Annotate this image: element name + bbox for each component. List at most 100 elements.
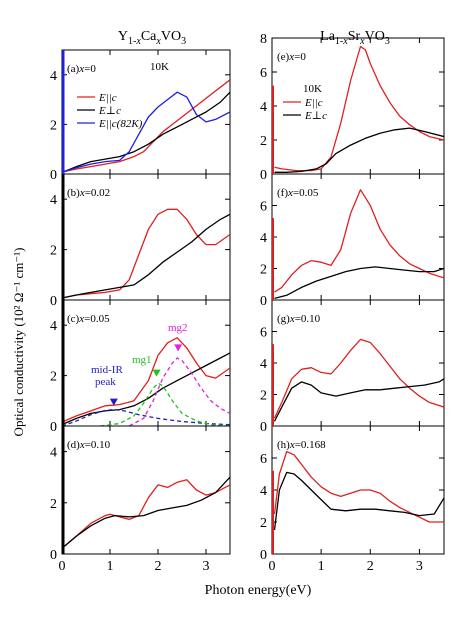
panel-label-value: =0.10	[295, 313, 321, 325]
y-tick-label: 4	[50, 319, 57, 334]
y-tick-label: 4	[50, 193, 57, 208]
series-line-1	[63, 476, 230, 547]
panel-label-value: =0	[84, 63, 96, 75]
panel-label-letter: (c)	[67, 313, 80, 325]
y-tick-label: 2	[260, 263, 267, 278]
panel-label: (b)x=0.02	[67, 187, 110, 199]
panel-label-value: =0	[294, 51, 306, 63]
y-tick-label: 4	[50, 69, 57, 84]
peak-marker-1	[152, 369, 161, 377]
series-line-1	[273, 378, 444, 422]
column-title-right: La1-xSrxVO3	[320, 29, 390, 47]
y-tick-label: 0	[50, 420, 57, 435]
annotation-mg2: mg2	[168, 322, 188, 334]
edge-bar-h	[272, 470, 274, 554]
edge-bar-e	[272, 85, 274, 174]
x-tick-label: 2	[155, 559, 162, 574]
temperature-label-a: 10K	[150, 61, 169, 73]
panel-label: (h)x=0.168	[277, 439, 326, 451]
series-group	[64, 79, 230, 173]
x-axis-label: Photon energy(eV)	[205, 583, 312, 598]
y-axis-label: Optical conductivity (10² Ω⁻¹ cm⁻¹)	[11, 248, 26, 437]
peak-marker-0	[109, 398, 118, 406]
y-tick-label: 0	[50, 294, 57, 309]
legend-e-parallel-text: E||c	[304, 97, 323, 109]
legend-a-82k-text: E||c(82K)	[98, 118, 143, 130]
series-line-0	[274, 189, 444, 293]
y-tick-label: 8	[260, 32, 267, 47]
series-line-1	[64, 213, 230, 299]
panel-h: 0 2 4 6 0 1 2 3 (h)x=0.168	[260, 425, 445, 574]
legend-e-perp-text: E⊥c	[304, 110, 327, 122]
x-tick-label: 3	[416, 559, 423, 574]
y-tick-label: 0	[260, 420, 267, 435]
panel-label-value: =0.168	[295, 439, 326, 451]
panel-label-letter: (f)	[277, 187, 288, 199]
panel-label-x: x	[79, 439, 85, 451]
edge-bar-d	[62, 426, 65, 554]
y-tick-label: 6	[260, 200, 267, 215]
panel-b: 0 2 4 (b)x=0.02	[50, 173, 231, 309]
y-tick-label: 2	[260, 516, 267, 531]
panel-label-x: x	[289, 439, 295, 451]
series-line-1	[64, 352, 230, 425]
y-tick-label: 2	[50, 118, 57, 133]
series-line-0	[273, 338, 444, 419]
x-tick-label: 3	[203, 559, 210, 574]
panel-d: 0 2 4 0 1 2 3 (d)x=0.10	[50, 425, 231, 574]
series-line-0	[274, 45, 444, 172]
y-tick-label: 6	[260, 66, 267, 81]
y-tick-label: 4	[50, 446, 57, 461]
panel-g: 0 2 4 6 (g)x=0.10	[260, 299, 445, 435]
series-group	[62, 337, 230, 426]
column-title-left: Y1-xCaxVO3	[118, 29, 186, 47]
y-tick-label: 0	[260, 548, 267, 563]
panel-label: (f)x=0.05	[277, 187, 319, 199]
edge-bar-g	[272, 344, 274, 426]
panel-label-value: =0.05	[293, 187, 319, 199]
panel-c: 0 2 4 (c)x=0.05	[50, 299, 231, 435]
panel-label-x: x	[288, 51, 294, 63]
y-tick-label: 0	[260, 168, 267, 183]
x-tick-label: 0	[269, 559, 276, 574]
series-line-1	[274, 266, 444, 300]
panel-label-x: x	[78, 313, 84, 325]
series-line-0	[64, 79, 230, 173]
panel-label-value: =0.02	[85, 187, 110, 199]
y-tick-label: 6	[260, 452, 267, 467]
series-group	[273, 450, 444, 531]
series-line-0	[63, 479, 230, 547]
panel-label-letter: (h)	[277, 439, 290, 451]
series-line-0	[64, 208, 230, 299]
x-tick-label: 2	[367, 559, 374, 574]
y-tick-label: 4	[260, 100, 267, 115]
y-tick-label: 0	[50, 548, 57, 563]
panel-label: (a)x=0	[67, 63, 96, 75]
panel-label-letter: (a)	[67, 63, 80, 75]
series-group	[274, 189, 444, 300]
panel-a: 0 2 4 (a)x=0	[50, 49, 231, 183]
y-tick-label: 0	[50, 168, 57, 183]
y-tick-label: 4	[260, 357, 267, 372]
y-tick-label: 0	[260, 294, 267, 309]
legend-a-parallel-text: E||c	[98, 92, 117, 104]
series-line-2	[64, 91, 230, 173]
panel-label-x: x	[79, 187, 85, 199]
y-tick-label: 6	[260, 326, 267, 341]
panel-label-value: =0.10	[85, 439, 111, 451]
panel-label-x: x	[289, 313, 295, 325]
series-line-4	[128, 357, 230, 426]
series-line-1	[64, 91, 230, 173]
y-tick-label: 2	[50, 370, 57, 385]
panel-e: 0 2 4 6 8 (e)x=0	[260, 32, 445, 183]
edge-bar-a	[62, 50, 65, 174]
panel-label: (d)x=0.10	[67, 439, 111, 451]
x-tick-label: 0	[59, 559, 66, 574]
x-tick-label: 1	[318, 559, 325, 574]
series-line-2	[62, 408, 230, 426]
peak-marker-2	[174, 344, 183, 352]
legend-a-perp-text: E⊥c	[98, 105, 121, 117]
y-tick-label: 4	[260, 231, 267, 246]
series-group	[273, 338, 444, 422]
